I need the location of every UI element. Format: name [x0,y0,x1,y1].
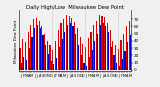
Bar [124,51,125,70]
Bar [107,23,108,70]
Bar [85,47,86,70]
Bar [21,63,22,70]
Bar [71,18,72,70]
Bar [116,63,117,70]
Bar [40,28,41,70]
Bar [77,28,78,70]
Bar [53,64,55,70]
Bar [45,45,46,70]
Bar [111,47,112,70]
Bar [25,42,26,70]
Bar [100,25,101,70]
Bar [86,66,87,70]
Bar [67,25,68,70]
Bar [96,21,97,70]
Bar [110,30,111,70]
Bar [104,17,105,70]
Bar [23,57,24,70]
Bar [30,25,32,70]
Bar [72,26,74,70]
Bar [90,32,92,70]
Bar [60,23,62,70]
Bar [81,55,82,70]
Bar [99,15,100,70]
Bar [52,50,53,70]
Bar [66,15,67,70]
Bar [44,34,45,70]
Bar [115,45,116,70]
Bar [97,34,98,70]
Bar [59,47,60,70]
Bar [123,34,124,70]
Bar [101,15,103,70]
Bar [34,28,35,70]
Bar [118,49,119,70]
Bar [75,34,76,70]
Bar [94,41,96,70]
Title: Daily High/Low  Milwaukee Dew Point: Daily High/Low Milwaukee Dew Point [26,5,124,10]
Bar [103,23,104,70]
Bar [64,32,65,70]
Bar [28,32,29,70]
Bar [47,41,48,70]
Bar [56,58,57,70]
Bar [105,26,106,70]
Bar [29,48,30,70]
Bar [130,35,131,70]
Bar [80,37,81,70]
Bar [62,39,63,70]
Bar [32,37,33,70]
Bar [58,30,59,70]
Bar [74,22,75,70]
Bar [126,26,127,70]
Bar [19,48,21,70]
Bar [36,18,37,70]
Bar [70,23,71,70]
Bar [127,42,128,70]
Bar [33,19,34,70]
Bar [112,41,113,70]
Bar [63,19,64,70]
Bar [48,54,49,70]
Bar [88,38,89,70]
Bar [49,45,51,70]
Bar [83,63,84,70]
Bar [120,40,122,70]
Bar [42,35,44,70]
Bar [22,39,23,70]
Bar [122,59,123,70]
Bar [92,50,93,70]
Bar [55,41,56,70]
Bar [82,44,83,70]
Y-axis label: Milwaukee Dew Point: Milwaukee Dew Point [14,19,18,63]
Bar [119,66,120,70]
Bar [51,61,52,70]
Bar [69,16,70,70]
Bar [108,32,109,70]
Bar [78,45,79,70]
Bar [113,55,115,70]
Bar [39,21,40,70]
Bar [41,26,42,70]
Bar [37,25,38,70]
Bar [89,57,90,70]
Bar [129,21,130,70]
Bar [26,60,27,70]
Bar [93,25,94,70]
